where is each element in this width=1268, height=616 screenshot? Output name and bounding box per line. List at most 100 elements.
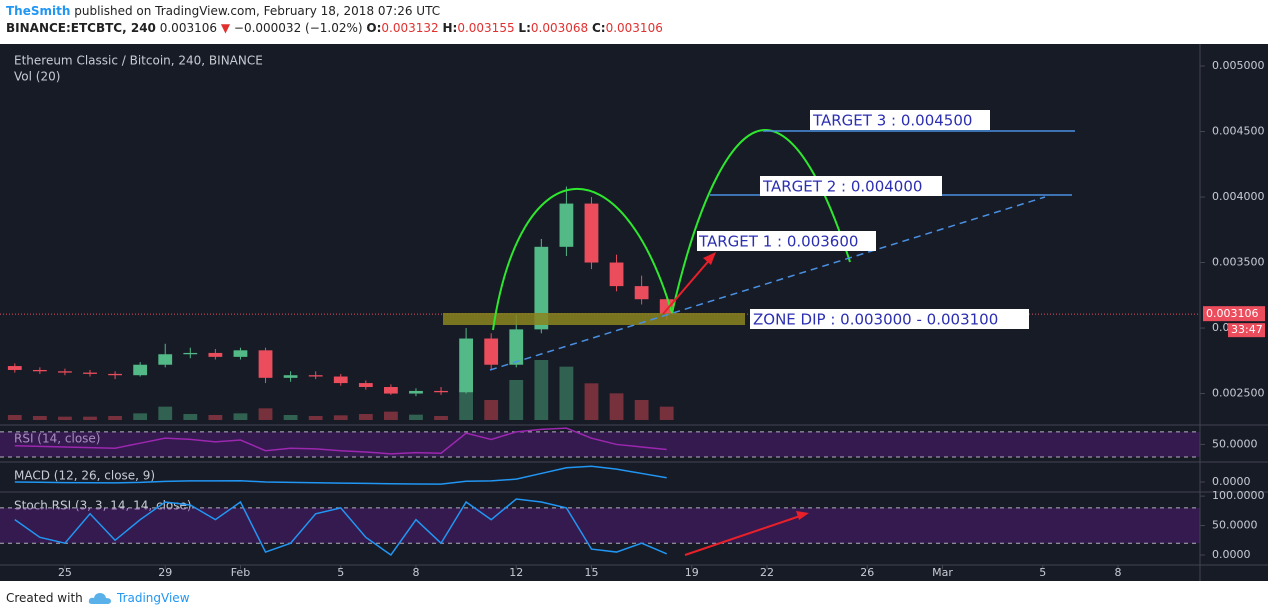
o: 0.003132 xyxy=(381,21,439,35)
volume-bar xyxy=(83,416,97,420)
last-price-box xyxy=(1203,306,1265,322)
candle-body xyxy=(83,372,97,374)
volume-bar xyxy=(158,406,173,420)
volume-bar xyxy=(32,416,47,420)
o-label: O: xyxy=(366,21,382,35)
y-tick-label: 100.0000 xyxy=(1212,489,1265,502)
countdown: 33:47 xyxy=(1231,323,1263,336)
candle-body xyxy=(233,350,248,357)
y-tick-label: 0.005000 xyxy=(1212,59,1265,72)
volume-bar xyxy=(358,414,373,420)
price: 0.003106 xyxy=(159,21,217,35)
x-tick-label: Feb xyxy=(231,566,250,579)
target-label: TARGET 2 : 0.004000 xyxy=(762,178,922,196)
volume-bar xyxy=(308,416,323,420)
volume-bar xyxy=(108,416,122,420)
l: 0.003068 xyxy=(530,21,589,35)
volume-bar xyxy=(409,414,423,420)
x-tick-label: 15 xyxy=(584,566,598,579)
indicator-line xyxy=(14,427,667,455)
x-tick-label: 25 xyxy=(58,566,72,579)
label-box xyxy=(760,176,942,196)
panel-title: Stoch RSI (3, 3, 14, 14, close) xyxy=(14,499,192,513)
volume-bar xyxy=(258,408,273,420)
panel-title: RSI (14, close) xyxy=(14,432,100,446)
author[interactable]: TheSmith xyxy=(6,4,71,18)
trend-line xyxy=(489,196,1046,371)
x-tick-label: 29 xyxy=(158,566,172,579)
candle-body xyxy=(659,299,674,315)
candle-body xyxy=(258,350,273,378)
label-box xyxy=(697,231,876,251)
indicator-line xyxy=(14,465,667,485)
candle-body xyxy=(58,371,72,373)
publish-line: TheSmith published on TradingView.com, F… xyxy=(6,4,440,18)
plot: 25 29 Feb 5 8 12 15 19 22 26 Mar 5 8 Ethereum Classic… xyxy=(0,44,1268,581)
x-tick-label: Mar xyxy=(932,566,953,579)
volume-bar xyxy=(584,383,599,420)
x-tick-label: 5 xyxy=(337,566,344,579)
y-tick-label: 0.0 xyxy=(1212,321,1230,334)
volume-bar xyxy=(484,400,499,420)
countdown-box xyxy=(1228,323,1265,338)
arrow: ▼ xyxy=(220,21,231,35)
l-label: L: xyxy=(518,21,531,35)
y-tick-label: 0.0000 xyxy=(1212,548,1251,561)
band-fill xyxy=(0,507,1200,544)
candle-body xyxy=(333,376,348,384)
drawings: TARGET 3 : 0.004500 TARGET 2 : 0.004000 … xyxy=(443,110,1075,556)
x-tick-label: 19 xyxy=(685,566,699,579)
target-label: TARGET 3 : 0.004500 xyxy=(812,112,972,130)
volume-bar xyxy=(509,380,524,420)
y-tick-label: 50.0000 xyxy=(1212,437,1258,450)
candle-body xyxy=(484,338,499,365)
candle-body xyxy=(534,246,549,330)
candle-body xyxy=(208,352,223,357)
volume-bar xyxy=(434,416,448,420)
x-tick-label: 8 xyxy=(412,566,419,579)
cup-curve xyxy=(492,188,673,331)
published: published on TradingView.com, February 1… xyxy=(74,4,441,18)
arrow-head xyxy=(703,252,716,265)
candle-body xyxy=(358,383,373,388)
x-tick-label: 12 xyxy=(509,566,523,579)
logo xyxy=(88,593,111,604)
candle-body xyxy=(183,352,198,355)
volume-bar xyxy=(283,415,298,420)
volume-bar xyxy=(634,400,649,420)
indicator-line xyxy=(14,498,667,557)
target-curve xyxy=(671,128,851,314)
c-label: C: xyxy=(591,21,606,35)
label-box xyxy=(810,110,990,130)
volume-bar xyxy=(333,415,348,420)
candle-body xyxy=(509,329,524,365)
volume-bar xyxy=(133,413,148,420)
chart: 25 29 Feb 5 8 12 15 19 22 26 Mar 5 8 Ethereum Classic… xyxy=(0,44,1268,581)
candle-body xyxy=(634,286,649,300)
panel-title: MACD (12, 26, close, 9) xyxy=(14,469,155,483)
last-price: 0.003106 xyxy=(1206,307,1259,320)
candle-body xyxy=(108,373,122,376)
change: −0.000032 (−1.02%) xyxy=(233,21,363,35)
candle-body xyxy=(283,375,298,378)
h-label: H: xyxy=(442,21,458,35)
volume-bar xyxy=(609,393,624,420)
y-tick-label: 50.0000 xyxy=(1212,519,1258,532)
volume-bar xyxy=(659,406,674,420)
candle-body xyxy=(133,364,148,376)
symbol: BINANCE:ETCBTC, 240 xyxy=(6,21,156,35)
target-label: TARGET 1 : 0.003600 xyxy=(698,233,858,251)
volume-bar xyxy=(183,414,198,420)
candle-body xyxy=(409,390,423,394)
brand[interactable]: TradingView xyxy=(117,591,190,605)
volume-bar xyxy=(233,413,248,420)
y-tick-label: 0.002500 xyxy=(1212,387,1265,400)
arrow-head xyxy=(796,511,809,520)
volume-bar xyxy=(7,415,22,420)
candle-body xyxy=(158,354,173,365)
y-tick-label: 0.004000 xyxy=(1212,190,1265,203)
arrow xyxy=(662,256,713,315)
y-tick-label: 0.0000 xyxy=(1212,475,1251,488)
volume-bar xyxy=(534,360,549,420)
